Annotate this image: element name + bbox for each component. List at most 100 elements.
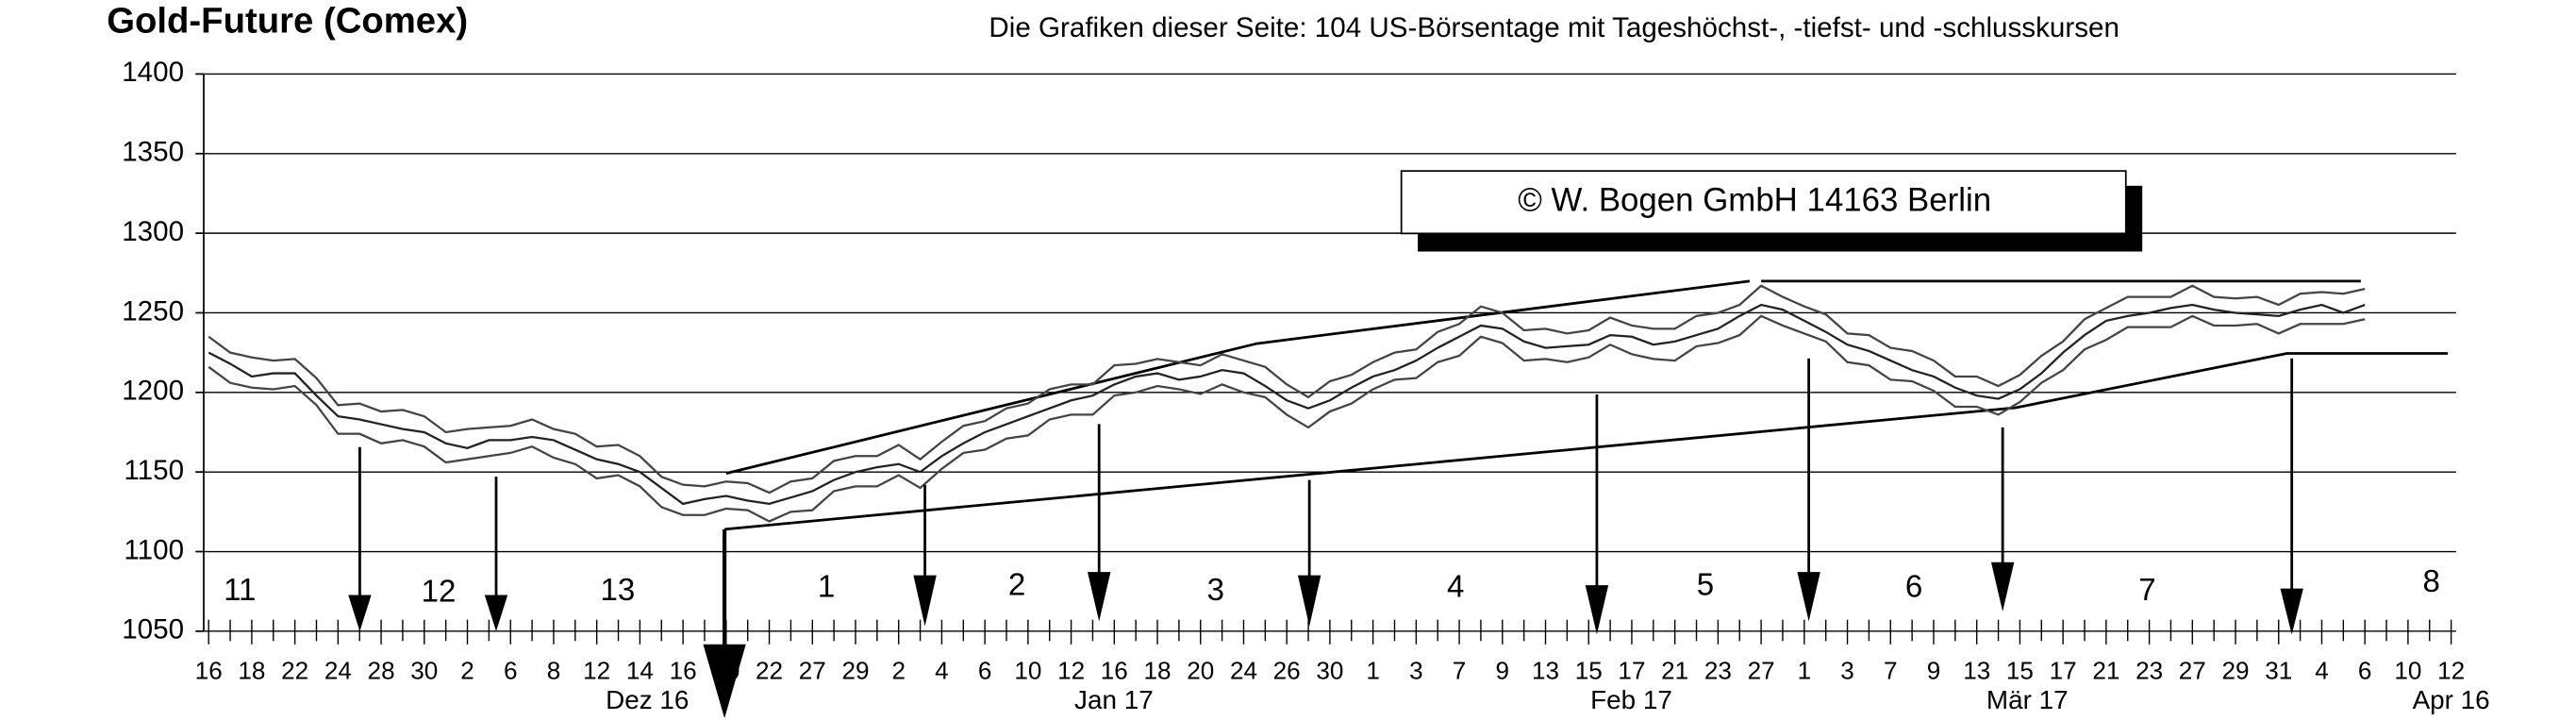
arrow-head: [913, 575, 937, 627]
x-tick-label: 6: [978, 656, 992, 684]
x-tick-label: 20: [1187, 656, 1214, 684]
x-tick-label: 6: [504, 656, 518, 684]
x-tick-label: 22: [756, 656, 783, 684]
x-tick-label: 4: [935, 656, 949, 684]
x-tick-label: 12: [583, 656, 610, 684]
x-tick-label: 10: [2394, 656, 2421, 684]
arrow-head: [348, 595, 372, 631]
x-tick-label: 15: [2006, 656, 2034, 684]
x-tick-label: 16: [670, 656, 697, 684]
x-tick-label: 3: [1840, 656, 1854, 684]
cycle-label: 5: [1697, 568, 1714, 603]
x-tick-label: 9: [1927, 656, 1941, 684]
x-tick-label: 10: [1014, 656, 1041, 684]
x-tick-label: 24: [324, 656, 352, 684]
x-tick-label: 22: [281, 656, 308, 684]
y-tick-label: 1150: [124, 455, 184, 486]
price-line: [208, 284, 2366, 495]
x-tick-label: 1: [1798, 656, 1812, 684]
x-tick-label: 18: [1144, 656, 1172, 684]
x-tick-label: 20: [712, 656, 740, 684]
x-tick-label: 30: [1316, 656, 1343, 684]
x-tick-label: 12: [1057, 656, 1085, 684]
arrow-head: [1088, 572, 1111, 622]
cycle-label: 8: [2423, 564, 2440, 599]
arrows: [348, 358, 2303, 719]
y-tick-label: 1250: [122, 295, 184, 327]
cycle-label: 2: [1008, 568, 1025, 603]
arrow-head: [1797, 572, 1820, 622]
x-tick-label: 16: [1101, 656, 1128, 684]
x-tick-label: 16: [195, 656, 223, 684]
x-tick-label: 24: [1230, 656, 1257, 684]
arrow-head: [2280, 588, 2303, 635]
copyright-box: © W. Bogen GmbH 14163 Berlin: [1400, 170, 2143, 252]
copyright-text: © W. Bogen GmbH 14163 Berlin: [1518, 181, 1991, 218]
x-tick-label: 29: [2222, 656, 2250, 684]
x-tick-label: 9: [1496, 656, 1510, 684]
x-tick-label: 27: [1748, 656, 1775, 684]
x-tick-label: 7: [1884, 656, 1898, 684]
month-label: Mär 17: [1986, 685, 2069, 714]
x-tick-label: 18: [238, 656, 265, 684]
arrow-head: [1297, 575, 1321, 627]
cycle-label: 7: [2138, 573, 2155, 608]
x-tick-label: 27: [799, 656, 826, 684]
y-tick-label: 1300: [122, 216, 184, 247]
x-tick-label: 13: [1963, 656, 1990, 684]
cycle-label: 12: [422, 575, 457, 610]
arrow-head: [703, 644, 746, 719]
x-tick-label: 21: [1661, 656, 1688, 684]
cycle-label: 3: [1207, 573, 1224, 608]
arrow-head: [1990, 562, 2015, 612]
month-label: Feb 17: [1590, 685, 1672, 714]
x-tick-label: 2: [891, 656, 906, 684]
month-label: Apr 16: [2413, 685, 2490, 714]
x-tick-label: 30: [410, 656, 438, 684]
x-tick-label: 17: [2050, 656, 2077, 684]
x-tick-label: 14: [626, 656, 654, 684]
cycle-label: 4: [1447, 569, 1464, 604]
y-tick-label: 1100: [124, 534, 184, 565]
chart-subtitle: Die Grafiken dieser Seite: 104 US-Börsen…: [989, 12, 2119, 43]
series-group: [208, 284, 2366, 523]
x-tick-label: 29: [841, 656, 869, 684]
x-tick-label: 7: [1453, 656, 1467, 684]
x-tick-label: 23: [1704, 656, 1732, 684]
x-tick-label: 13: [1532, 656, 1559, 684]
cycle-label: 1: [818, 569, 835, 604]
x-tick-label: 12: [2437, 656, 2465, 684]
box: [1400, 170, 2127, 235]
x-tick-label: 3: [1409, 656, 1423, 684]
y-tick-label: 1350: [122, 137, 184, 168]
x-tick-label: 4: [2315, 656, 2329, 684]
x-tick-label: 17: [1618, 656, 1645, 684]
x-tick-label: 2: [460, 656, 474, 684]
trend-lines: [723, 279, 2449, 531]
cycle-label: 11: [224, 573, 256, 608]
x-tick-label: 27: [2179, 656, 2206, 684]
x-tick-label: 21: [2092, 656, 2119, 684]
cycle-label: 6: [1905, 569, 1922, 604]
trend-line: [723, 352, 2449, 531]
y-tick-label: 1200: [122, 376, 184, 407]
x-tick-label: 1: [1366, 656, 1380, 684]
arrow-head: [484, 595, 508, 631]
price-line: [208, 303, 2366, 506]
month-label: Dez 16: [606, 685, 689, 714]
chart-title: Gold-Future (Comex): [107, 1, 468, 42]
cycle-label: 13: [600, 573, 635, 608]
month-label: Jan 17: [1074, 685, 1154, 714]
price-line: [208, 314, 2366, 523]
grid: [195, 73, 2456, 645]
y-tick-label: 1400: [122, 57, 184, 88]
x-tick-label: 8: [547, 656, 561, 684]
x-tick-label: 28: [368, 656, 395, 684]
arrow-head: [1585, 585, 1609, 635]
y-tick-label: 1050: [122, 614, 184, 646]
x-tick-label: 15: [1575, 656, 1603, 684]
x-tick-label: 23: [2136, 656, 2163, 684]
